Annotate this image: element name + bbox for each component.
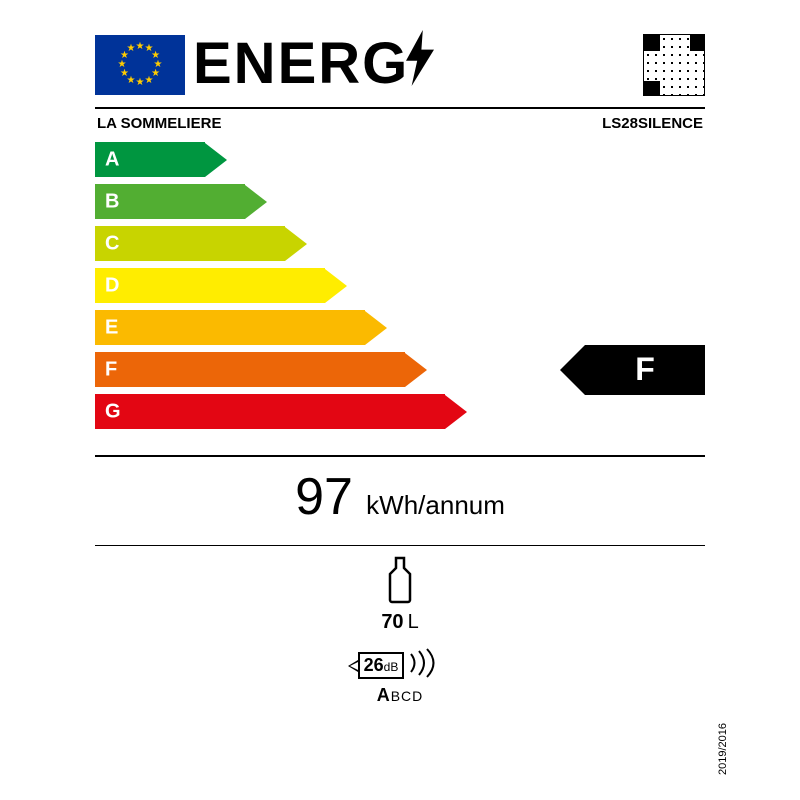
scale-bar-e: E xyxy=(95,310,387,345)
noise-class-b: B xyxy=(391,688,401,704)
noise-class-d: D xyxy=(412,688,423,704)
annual-consumption: 97 kWh/annum xyxy=(95,467,705,527)
noise-class-scale: ABCD xyxy=(377,685,424,706)
noise-row: 26dB xyxy=(358,648,443,683)
scale-bar-g: G xyxy=(95,394,467,429)
noise-value: 26 xyxy=(364,655,384,675)
consumption-value: 97 xyxy=(295,468,353,526)
noise-block: 26dB ABCD xyxy=(358,648,443,706)
energy-label: ★★★★★★★★★★★★ ENERG LA SOMMELIERE LS28SIL… xyxy=(95,25,705,775)
rating-pointer: F xyxy=(560,345,705,395)
pointer-tip-icon xyxy=(560,345,585,395)
supplier-name: LA SOMMELIERE xyxy=(97,115,221,132)
scale-bar-letter: D xyxy=(105,274,119,297)
bolt-icon xyxy=(403,30,437,100)
eu-flag-icon: ★★★★★★★★★★★★ xyxy=(95,35,185,95)
capacity: 70L xyxy=(95,611,705,634)
divider-2 xyxy=(95,545,705,547)
scale-bar-letter: C xyxy=(105,232,119,255)
supplier-row: LA SOMMELIERE LS28SILENCE xyxy=(95,115,705,132)
bottom-section: 70L 26dB ABCD xyxy=(95,556,705,706)
scale-bar-letter: F xyxy=(105,358,117,381)
energy-title: ENERG xyxy=(193,30,635,100)
scale-bar-letter: B xyxy=(105,190,119,213)
scale-bar-b: B xyxy=(95,184,267,219)
efficiency-scale: F ABCDEFG xyxy=(95,142,705,437)
scale-bar-d: D xyxy=(95,268,347,303)
sound-waves-icon xyxy=(408,648,442,683)
noise-class-c: C xyxy=(401,688,412,704)
noise-unit: dB xyxy=(384,660,399,674)
qr-code-icon xyxy=(643,34,705,96)
divider xyxy=(95,455,705,457)
scale-bar-c: C xyxy=(95,226,307,261)
scale-bar-a: A xyxy=(95,142,227,177)
scale-bar-f: F xyxy=(95,352,427,387)
noise-class-a: A xyxy=(377,685,391,705)
rating-pointer-letter: F xyxy=(585,345,705,395)
regulation-ref: 2019/2016 xyxy=(717,723,729,775)
scale-bar-letter: A xyxy=(105,148,119,171)
energy-title-text: ENERG xyxy=(193,31,409,96)
noise-speaker-icon: 26dB xyxy=(358,652,405,679)
capacity-value: 70 xyxy=(381,611,403,633)
model-id: LS28SILENCE xyxy=(602,115,703,132)
capacity-unit: L xyxy=(408,611,419,633)
header-rule xyxy=(95,107,705,109)
bottle-icon xyxy=(95,556,705,609)
consumption-unit: kWh/annum xyxy=(366,490,505,520)
scale-bar-letter: G xyxy=(105,400,121,423)
header-row: ★★★★★★★★★★★★ ENERG xyxy=(95,25,705,105)
scale-bar-letter: E xyxy=(105,316,118,339)
